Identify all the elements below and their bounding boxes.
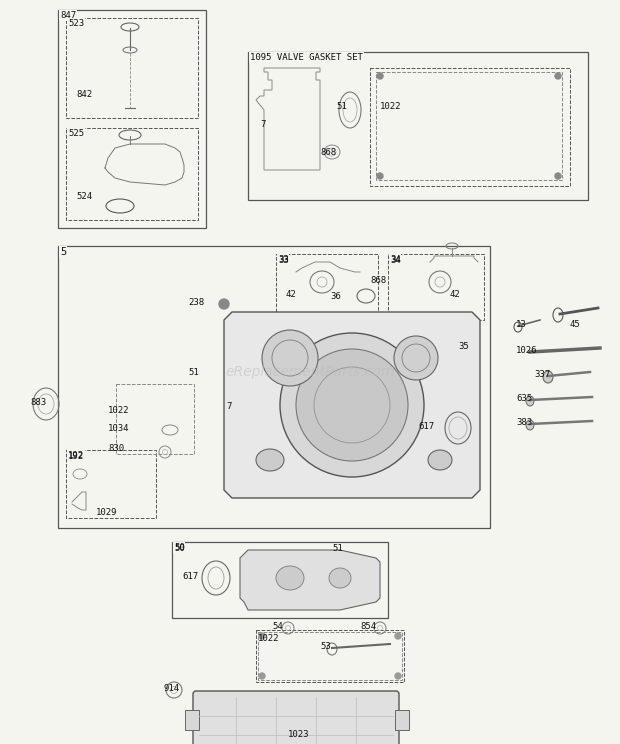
Bar xyxy=(276,254,378,320)
Text: 51: 51 xyxy=(332,544,343,553)
Circle shape xyxy=(377,73,383,79)
Bar xyxy=(256,630,404,682)
Text: 847: 847 xyxy=(60,11,76,20)
FancyBboxPatch shape xyxy=(193,691,399,744)
Circle shape xyxy=(377,173,383,179)
Ellipse shape xyxy=(526,420,534,430)
Polygon shape xyxy=(224,312,480,498)
Text: 635: 635 xyxy=(516,394,532,403)
Bar xyxy=(185,710,199,730)
Text: 45: 45 xyxy=(570,320,581,329)
Bar xyxy=(376,72,562,180)
Text: 33: 33 xyxy=(278,255,289,264)
Text: 1034: 1034 xyxy=(108,424,130,433)
Text: 35: 35 xyxy=(458,342,469,351)
Circle shape xyxy=(394,336,438,380)
Text: 525: 525 xyxy=(68,129,84,138)
Text: 883: 883 xyxy=(30,398,46,407)
Text: 1029: 1029 xyxy=(96,508,118,517)
Text: 1022: 1022 xyxy=(258,634,280,643)
Circle shape xyxy=(280,333,424,477)
Polygon shape xyxy=(240,550,380,610)
Text: 42: 42 xyxy=(450,290,461,299)
Bar xyxy=(66,18,198,118)
Text: 383: 383 xyxy=(516,418,532,427)
Circle shape xyxy=(262,330,318,386)
Text: 617: 617 xyxy=(418,422,434,431)
Text: 524: 524 xyxy=(76,192,92,201)
Bar xyxy=(258,632,402,680)
Text: 830: 830 xyxy=(108,444,124,453)
Ellipse shape xyxy=(543,371,553,383)
Text: 34: 34 xyxy=(390,255,401,264)
Bar xyxy=(388,254,484,320)
Ellipse shape xyxy=(526,396,534,406)
Circle shape xyxy=(395,673,401,679)
Ellipse shape xyxy=(428,450,452,470)
Text: 51: 51 xyxy=(188,368,199,377)
Text: 51: 51 xyxy=(336,102,347,111)
Text: 50: 50 xyxy=(174,543,185,552)
Bar xyxy=(370,68,570,186)
Text: 50: 50 xyxy=(174,544,185,553)
Text: 523: 523 xyxy=(68,19,84,28)
Circle shape xyxy=(296,349,408,461)
Bar xyxy=(172,542,388,618)
Text: 42: 42 xyxy=(286,290,297,299)
Text: 34: 34 xyxy=(390,256,401,265)
Circle shape xyxy=(395,633,401,639)
Text: 7: 7 xyxy=(260,120,265,129)
Circle shape xyxy=(259,673,265,679)
Text: 238: 238 xyxy=(188,298,204,307)
Circle shape xyxy=(555,173,561,179)
Text: 1095 VALVE GASKET SET: 1095 VALVE GASKET SET xyxy=(250,53,363,62)
Bar xyxy=(58,10,206,228)
Text: 5: 5 xyxy=(60,247,66,257)
Text: 854: 854 xyxy=(360,622,376,631)
Text: 33: 33 xyxy=(278,256,289,265)
Text: 1022: 1022 xyxy=(380,102,402,111)
Text: 1023: 1023 xyxy=(288,730,309,739)
Text: 617: 617 xyxy=(182,572,198,581)
Ellipse shape xyxy=(256,449,284,471)
Ellipse shape xyxy=(329,568,351,588)
Text: 1022: 1022 xyxy=(108,406,130,415)
Text: 868: 868 xyxy=(320,148,336,157)
Text: 842: 842 xyxy=(76,90,92,99)
Text: 1026: 1026 xyxy=(516,346,538,355)
Text: 7: 7 xyxy=(226,402,231,411)
Text: 13: 13 xyxy=(516,320,527,329)
Text: 192: 192 xyxy=(68,451,84,460)
Bar xyxy=(395,710,409,730)
Bar xyxy=(58,246,490,528)
Text: 54: 54 xyxy=(272,622,283,631)
Text: 337: 337 xyxy=(534,370,550,379)
Circle shape xyxy=(555,73,561,79)
Text: 868: 868 xyxy=(370,276,386,285)
Text: 192: 192 xyxy=(68,452,84,461)
Circle shape xyxy=(219,299,229,309)
Bar xyxy=(248,52,588,200)
Bar xyxy=(66,128,198,220)
Text: eReplacementParts.com: eReplacementParts.com xyxy=(225,365,395,379)
Bar xyxy=(116,384,194,454)
Bar xyxy=(66,450,156,518)
Text: 53: 53 xyxy=(320,642,330,651)
Circle shape xyxy=(259,633,265,639)
Text: 914: 914 xyxy=(164,684,180,693)
Text: 36: 36 xyxy=(330,292,341,301)
Ellipse shape xyxy=(276,566,304,590)
